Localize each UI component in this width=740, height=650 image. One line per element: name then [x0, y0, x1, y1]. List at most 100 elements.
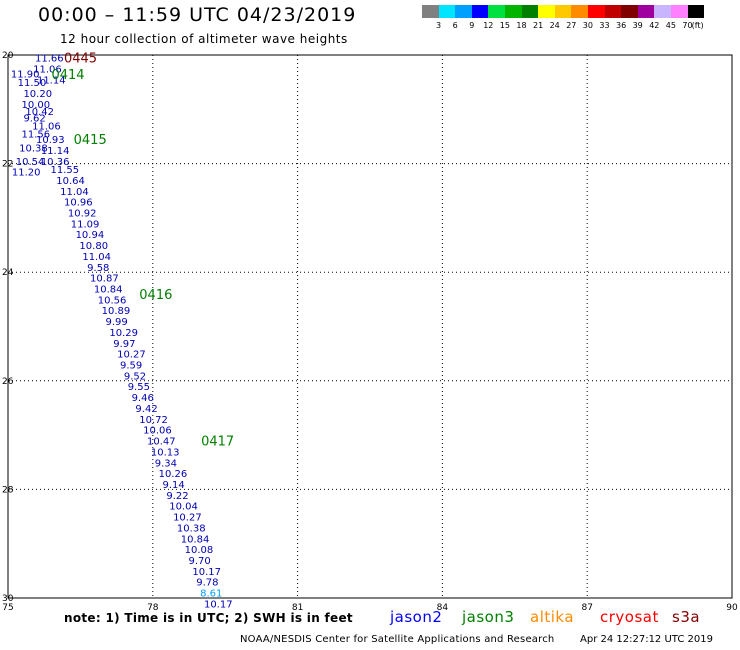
wave-height-value: 9.14	[162, 480, 184, 491]
legend-tick-label: 18	[516, 21, 527, 30]
legend-tick-label: 30	[582, 21, 593, 30]
wave-height-value: 11.06	[32, 122, 61, 133]
wave-height-value: 10.94	[76, 230, 105, 241]
wave-height-value: 10.36	[41, 157, 70, 168]
wave-height-value: 10.64	[56, 176, 85, 187]
y-tick-label: 30	[2, 594, 14, 604]
legend-swatch	[422, 5, 439, 18]
legend-tick-label: 70	[682, 21, 693, 30]
legend-swatch	[587, 5, 605, 18]
wave-height-value: 10.54	[16, 157, 45, 168]
wave-height-value: 8.61	[200, 589, 222, 600]
legend-swatch	[621, 5, 638, 18]
wave-height-value: 10.29	[109, 328, 138, 339]
wave-height-value: 9.55	[128, 382, 150, 393]
time-label: 0417	[201, 435, 234, 450]
wave-height-value: 10.27	[117, 350, 146, 361]
y-tick-label: 28	[2, 485, 14, 495]
x-tick-label: 87	[581, 603, 592, 613]
wave-height-value: 10.56	[98, 295, 127, 306]
wave-height-value: 11.06	[33, 65, 62, 76]
time-label: 0445	[64, 52, 97, 67]
wave-height-value: 11.14	[37, 75, 66, 86]
wave-height-value: 11.90	[11, 69, 40, 80]
wave-height-value: 10.42	[25, 107, 54, 118]
legend-swatch	[471, 5, 489, 18]
legend-tick-label: 27	[566, 21, 577, 30]
satellite-name: s3a	[672, 608, 701, 626]
color-legend-labels: 3 6 9 12 15 18 21 24 27 30 33 36 39 42 45 70 (ft)	[422, 21, 740, 33]
wave-height-value: 10.08	[185, 545, 214, 556]
satellite-name: altika	[530, 608, 575, 626]
wave-height-value: 10.00	[22, 100, 51, 111]
time-label: 0416	[139, 288, 172, 303]
satellite-name: cryosat	[600, 608, 659, 626]
satellite-name: jason2	[390, 608, 443, 626]
legend-tick-label: 42	[649, 21, 660, 30]
wave-height-value: 9.78	[196, 578, 218, 589]
wave-height-value: 11.50	[18, 78, 47, 89]
wave-height-value: 10.92	[68, 208, 97, 219]
wave-height-value: 9.62	[23, 113, 45, 124]
x-tick-label: 78	[147, 603, 159, 613]
wave-height-value: 10.27	[173, 513, 202, 524]
wave-height-value: 11.09	[71, 219, 100, 230]
wave-height-value: 11.55	[50, 165, 79, 176]
wave-height-value: 10.89	[102, 306, 131, 317]
y-tick-label: 24	[2, 268, 14, 278]
legend-tick-label: 12	[483, 21, 494, 30]
wave-height-value: 10.84	[181, 534, 210, 545]
satellite-name: jason3	[462, 608, 515, 626]
legend-swatch	[571, 5, 588, 18]
wave-height-value: 9.46	[132, 393, 154, 404]
legend-tick-label: 6	[452, 21, 458, 30]
wave-height-value: 11.56	[22, 130, 51, 141]
wave-height-value: 10.20	[23, 89, 52, 100]
legend-tick-label: 39	[632, 21, 643, 30]
legend-tick-label: 36	[616, 21, 627, 30]
wave-height-value: 10.13	[151, 447, 180, 458]
time-label: 0414	[51, 68, 84, 83]
legend-swatch	[670, 5, 688, 18]
wave-height-value: 9.52	[124, 371, 146, 382]
wave-height-value: 10.96	[64, 198, 93, 209]
legend-unit: (ft)	[691, 21, 704, 30]
wave-height-value: 10.87	[90, 274, 119, 285]
time-label: 0415	[74, 133, 107, 148]
legend-swatch	[438, 5, 456, 18]
x-tick-label: 90	[726, 603, 738, 613]
wave-height-value: 9.22	[166, 491, 188, 502]
wave-height-value: 10.47	[147, 437, 176, 448]
wave-height-value: 9.58	[87, 263, 109, 274]
legend-swatch	[521, 5, 539, 18]
wave-height-value: 10.72	[139, 415, 168, 426]
wave-height-value: 10.17	[204, 599, 233, 610]
legend-swatch	[687, 5, 705, 18]
y-tick-label: 20	[2, 51, 14, 61]
x-tick-label: 84	[437, 603, 449, 613]
footer-note: note: 1) Time is in UTC; 2) SWH is in fe…	[64, 611, 353, 625]
map-title: 00:00 – 11:59 UTC 04/23/2019	[38, 4, 357, 26]
wave-height-value: 10.26	[159, 469, 188, 480]
wave-height-value: 9.59	[120, 361, 142, 372]
wave-height-value: 10.06	[143, 426, 172, 437]
wave-height-value: 9.42	[135, 404, 157, 415]
color-legend	[422, 5, 705, 18]
legend-tick-label: 21	[533, 21, 544, 30]
wave-height-value: 9.70	[189, 556, 211, 567]
legend-swatch	[488, 5, 505, 18]
map-frame	[7, 54, 733, 599]
wave-height-value: 11.04	[82, 252, 111, 263]
legend-tick-label: 9	[469, 21, 475, 30]
legend-tick-label: 15	[499, 21, 510, 30]
wave-height-value: 9.99	[105, 317, 127, 328]
wave-height-value: 10.38	[177, 523, 206, 534]
wave-height-value: 10.93	[36, 135, 65, 146]
wave-height-value: 9.97	[113, 339, 135, 350]
legend-swatch	[504, 5, 522, 18]
y-tick-label: 26	[2, 377, 14, 387]
legend-tick-label: 24	[549, 21, 560, 30]
wave-height-value: 11.04	[60, 187, 89, 198]
wave-height-value: 10.84	[94, 284, 123, 295]
legend-swatch	[637, 5, 655, 18]
